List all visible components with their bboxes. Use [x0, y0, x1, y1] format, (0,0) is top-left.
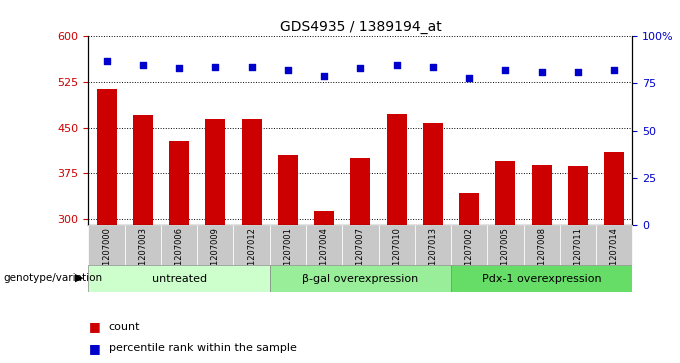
- Bar: [350, 158, 371, 225]
- Title: GDS4935 / 1389194_at: GDS4935 / 1389194_at: [279, 20, 441, 34]
- Text: GSM1207001: GSM1207001: [284, 227, 292, 283]
- FancyBboxPatch shape: [161, 225, 197, 265]
- Point: [355, 65, 366, 71]
- Point: [464, 75, 475, 81]
- Point: [391, 62, 402, 68]
- Text: GSM1207012: GSM1207012: [247, 227, 256, 283]
- Text: GSM1207000: GSM1207000: [102, 227, 111, 283]
- Bar: [496, 161, 515, 225]
- Bar: [459, 193, 479, 225]
- Bar: [532, 166, 551, 225]
- FancyBboxPatch shape: [451, 225, 488, 265]
- Bar: [241, 118, 262, 225]
- Text: ■: ■: [88, 320, 100, 333]
- Bar: [387, 114, 407, 225]
- Bar: [605, 152, 624, 225]
- Text: GSM1207007: GSM1207007: [356, 227, 365, 283]
- Bar: [314, 211, 334, 225]
- Bar: [568, 166, 588, 225]
- Text: count: count: [109, 322, 140, 332]
- FancyBboxPatch shape: [306, 225, 342, 265]
- FancyBboxPatch shape: [197, 225, 233, 265]
- Text: percentile rank within the sample: percentile rank within the sample: [109, 343, 296, 354]
- Text: untreated: untreated: [152, 274, 207, 284]
- Bar: [169, 141, 189, 225]
- Text: β-gal overexpression: β-gal overexpression: [303, 274, 418, 284]
- FancyBboxPatch shape: [379, 225, 415, 265]
- Point: [573, 69, 583, 75]
- Point: [137, 62, 148, 68]
- FancyBboxPatch shape: [270, 265, 451, 292]
- FancyBboxPatch shape: [560, 225, 596, 265]
- Text: GSM1207009: GSM1207009: [211, 227, 220, 283]
- Point: [246, 64, 257, 69]
- Point: [428, 64, 439, 69]
- FancyBboxPatch shape: [270, 225, 306, 265]
- Text: ▶: ▶: [75, 273, 84, 283]
- Bar: [205, 118, 225, 225]
- Text: GSM1207008: GSM1207008: [537, 227, 546, 283]
- Point: [500, 68, 511, 73]
- Text: GSM1207014: GSM1207014: [610, 227, 619, 283]
- FancyBboxPatch shape: [88, 265, 270, 292]
- FancyBboxPatch shape: [488, 225, 524, 265]
- Text: GSM1207013: GSM1207013: [428, 227, 437, 283]
- Bar: [97, 89, 116, 225]
- Text: Pdx-1 overexpression: Pdx-1 overexpression: [482, 274, 602, 284]
- FancyBboxPatch shape: [88, 225, 124, 265]
- Point: [282, 68, 293, 73]
- FancyBboxPatch shape: [233, 225, 270, 265]
- Bar: [133, 115, 153, 225]
- Point: [101, 58, 112, 64]
- Text: GSM1207003: GSM1207003: [138, 227, 148, 283]
- Text: GSM1207006: GSM1207006: [175, 227, 184, 283]
- Bar: [423, 123, 443, 225]
- Text: GSM1207005: GSM1207005: [501, 227, 510, 283]
- FancyBboxPatch shape: [596, 225, 632, 265]
- Point: [210, 64, 221, 69]
- Text: GSM1207011: GSM1207011: [573, 227, 583, 283]
- FancyBboxPatch shape: [451, 265, 632, 292]
- Point: [173, 65, 184, 71]
- Text: GSM1207004: GSM1207004: [320, 227, 328, 283]
- Text: genotype/variation: genotype/variation: [3, 273, 103, 283]
- Text: GSM1207002: GSM1207002: [464, 227, 474, 283]
- Text: GSM1207010: GSM1207010: [392, 227, 401, 283]
- Point: [319, 73, 330, 79]
- FancyBboxPatch shape: [415, 225, 451, 265]
- Bar: [278, 155, 298, 225]
- FancyBboxPatch shape: [524, 225, 560, 265]
- Text: ■: ■: [88, 342, 100, 355]
- Point: [609, 68, 619, 73]
- FancyBboxPatch shape: [342, 225, 379, 265]
- FancyBboxPatch shape: [124, 225, 161, 265]
- Point: [537, 69, 547, 75]
